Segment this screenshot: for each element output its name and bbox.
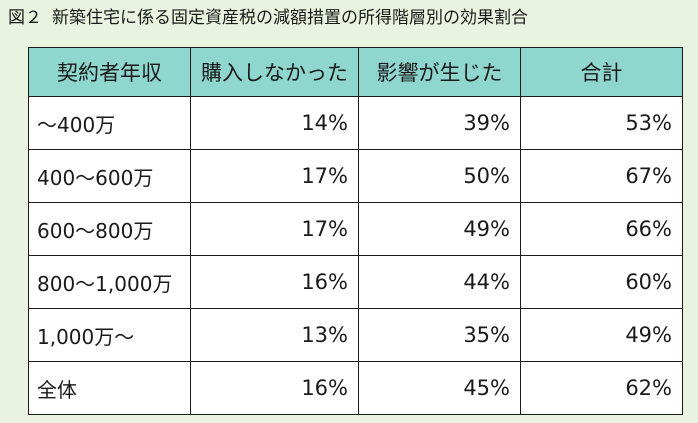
column-header-total: 合計 bbox=[520, 47, 683, 97]
income-cell: ～400万 bbox=[28, 96, 191, 150]
table-row: 800～1,000万 16% 44% 60% bbox=[28, 255, 683, 309]
affected-cell: 45% bbox=[358, 361, 521, 415]
column-header-affected: 影響が生じた bbox=[358, 47, 521, 97]
column-header-income: 契約者年収 bbox=[28, 47, 191, 97]
income-cell: 800～1,000万 bbox=[28, 255, 191, 309]
table-row: 600～800万 17% 49% 66% bbox=[28, 202, 683, 256]
affected-cell: 44% bbox=[358, 255, 521, 309]
total-cell: 67% bbox=[520, 149, 683, 203]
not-purchased-cell: 17% bbox=[190, 202, 359, 256]
figure-caption: 図２ 新築住宅に係る固定資産税の減額措置の所得階層別の効果割合 bbox=[8, 6, 528, 30]
not-purchased-cell: 13% bbox=[190, 308, 359, 362]
total-cell: 60% bbox=[520, 255, 683, 309]
table-row: 400～600万 17% 50% 67% bbox=[28, 149, 683, 203]
total-cell: 53% bbox=[520, 96, 683, 150]
figure-title: 新築住宅に係る固定資産税の減額措置の所得階層別の効果割合 bbox=[52, 8, 528, 28]
affected-cell: 49% bbox=[358, 202, 521, 256]
not-purchased-cell: 16% bbox=[190, 361, 359, 415]
income-cell: 400～600万 bbox=[28, 149, 191, 203]
income-cell: 1,000万～ bbox=[28, 308, 191, 362]
income-cell: 600～800万 bbox=[28, 202, 191, 256]
figure-number: 図２ bbox=[8, 8, 42, 28]
total-cell: 66% bbox=[520, 202, 683, 256]
column-header-not-purchased: 購入しなかった bbox=[190, 47, 359, 97]
total-cell: 49% bbox=[520, 308, 683, 362]
affected-cell: 50% bbox=[358, 149, 521, 203]
not-purchased-cell: 14% bbox=[190, 96, 359, 150]
table-row: ～400万 14% 39% 53% bbox=[28, 96, 683, 150]
income-cell: 全体 bbox=[28, 361, 191, 415]
affected-cell: 35% bbox=[358, 308, 521, 362]
table-header-row: 契約者年収 購入しなかった 影響が生じた 合計 bbox=[28, 47, 683, 97]
not-purchased-cell: 17% bbox=[190, 149, 359, 203]
not-purchased-cell: 16% bbox=[190, 255, 359, 309]
table-row-overall: 全体 16% 45% 62% bbox=[28, 361, 683, 415]
table-row: 1,000万～ 13% 35% 49% bbox=[28, 308, 683, 362]
total-cell: 62% bbox=[520, 361, 683, 415]
affected-cell: 39% bbox=[358, 96, 521, 150]
effect-ratio-table: 契約者年収 購入しなかった 影響が生じた 合計 ～400万 14% 39% 53… bbox=[28, 47, 683, 415]
